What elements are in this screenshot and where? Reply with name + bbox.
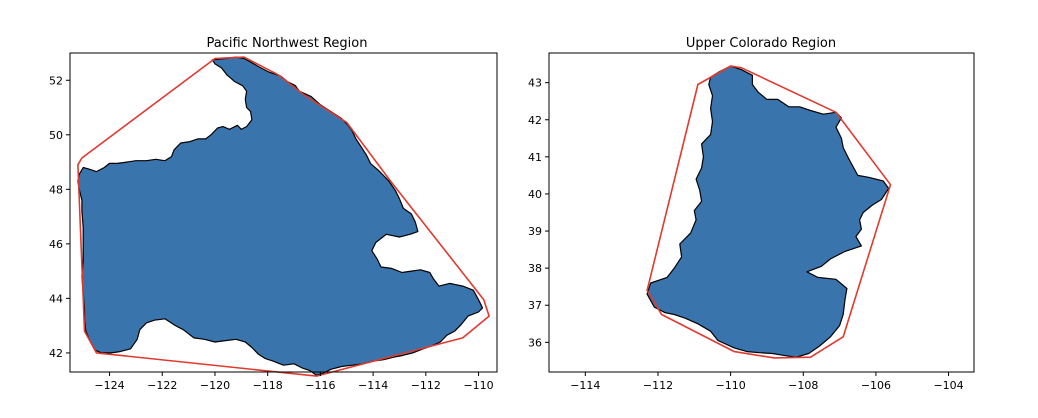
axis-ticks-upper-colorado: −114 −112 −110 −108 −106 −104 36 37 38 39 40 41 42 43 (528, 77, 964, 392)
chart-title-upper-colorado: Upper Colorado Region (686, 36, 836, 51)
y-tick-label-upper-colorado: 37 (528, 299, 542, 312)
region-shape-pacific-northwest (77, 56, 484, 376)
y-tick-label-pacific-northwest: 44 (49, 292, 63, 305)
x-tick-label-pacific-northwest: −112 (411, 379, 441, 392)
x-tick-label-pacific-northwest: −122 (147, 379, 177, 392)
plot-area-frame-upper-colorado (548, 52, 975, 373)
x-tick-label-upper-colorado: −108 (788, 379, 818, 392)
x-tick-label-upper-colorado: −112 (643, 379, 673, 392)
chart-title-pacific-northwest: Pacific Northwest Region (207, 36, 368, 51)
y-tick-label-upper-colorado: 40 (528, 188, 542, 201)
y-tick-label-upper-colorado: 42 (528, 114, 542, 127)
y-tick-label-upper-colorado: 36 (528, 336, 542, 349)
chart-pacific-northwest: Pacific Northwest Region −124 −122 −120 −11… (49, 36, 498, 392)
convex-hull-upper-colorado (646, 65, 892, 359)
x-tick-label-upper-colorado: −110 (716, 379, 746, 392)
x-tick-label-pacific-northwest: −120 (200, 379, 230, 392)
convex-hull-pacific-northwest (77, 56, 490, 377)
y-tick-label-upper-colorado: 43 (528, 77, 542, 90)
x-tick-label-upper-colorado: −114 (570, 379, 600, 392)
y-tick-label-upper-colorado: 38 (528, 262, 542, 275)
region-shape-upper-colorado (646, 65, 890, 358)
x-tick-label-pacific-northwest: −118 (253, 379, 283, 392)
axis-ticks-pacific-northwest: −124 −122 −120 −118 −116 −114 −112 −110 42 44 46 48… (49, 74, 494, 392)
x-tick-label-pacific-northwest: −114 (358, 379, 388, 392)
y-tick-label-pacific-northwest: 46 (49, 238, 63, 251)
y-tick-label-upper-colorado: 41 (528, 151, 542, 164)
x-tick-label-upper-colorado: −104 (933, 379, 963, 392)
x-tick-label-upper-colorado: −106 (861, 379, 891, 392)
chart-upper-colorado: Upper Colorado Region −114 −112 −110 −108 −1… (528, 36, 975, 392)
y-tick-label-upper-colorado: 39 (528, 225, 542, 238)
x-tick-label-pacific-northwest: −110 (463, 379, 493, 392)
y-tick-label-pacific-northwest: 50 (49, 129, 63, 142)
y-tick-label-pacific-northwest: 52 (49, 74, 63, 87)
y-tick-label-pacific-northwest: 48 (49, 183, 63, 196)
x-tick-label-pacific-northwest: −116 (305, 379, 335, 392)
y-tick-label-pacific-northwest: 42 (49, 347, 63, 360)
plot-area-frame-pacific-northwest (69, 52, 498, 373)
x-tick-label-pacific-northwest: −124 (94, 379, 124, 392)
